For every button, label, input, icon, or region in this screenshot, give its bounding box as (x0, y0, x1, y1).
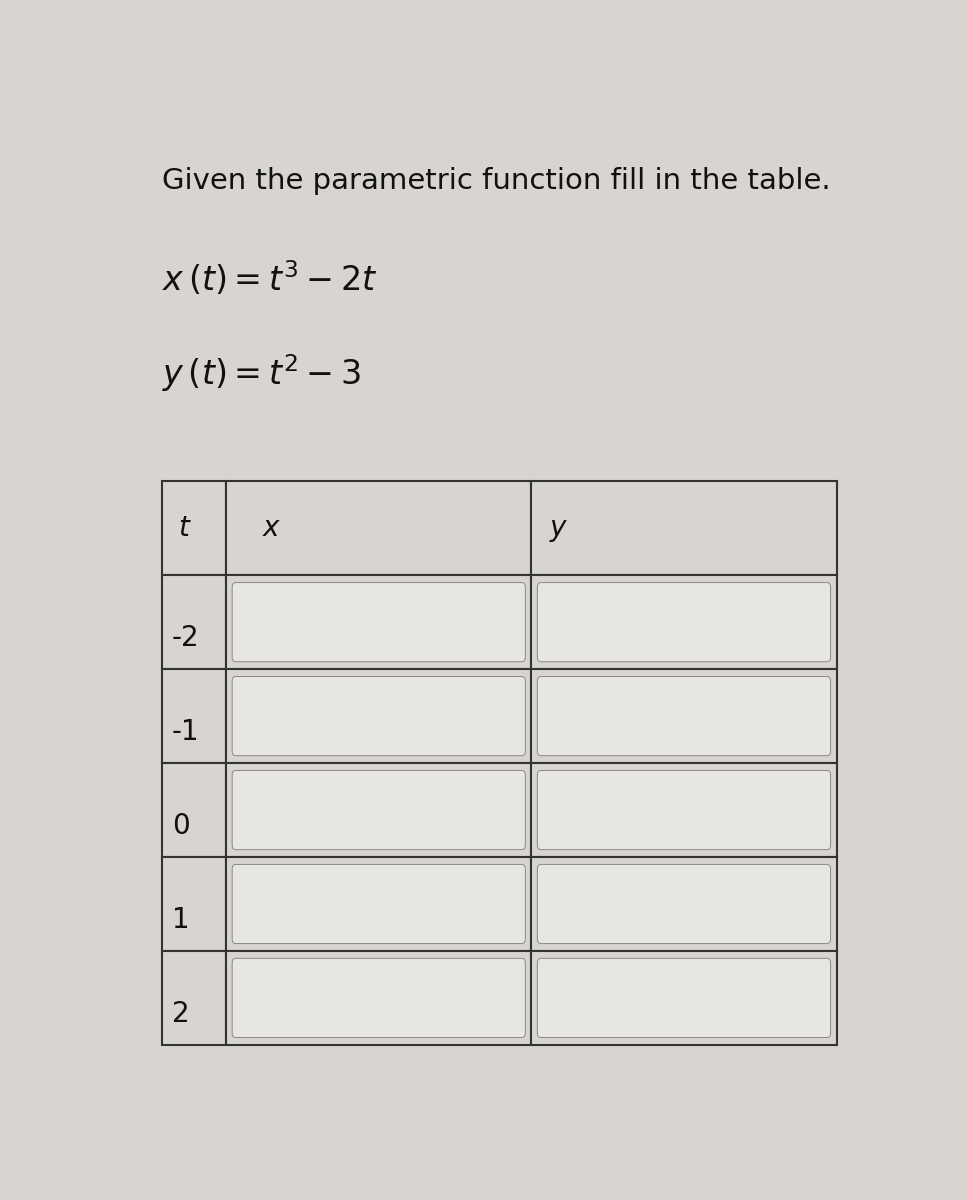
Text: -2: -2 (172, 624, 199, 653)
Bar (162, 763, 226, 857)
Bar (226, 575, 532, 670)
FancyBboxPatch shape (538, 770, 831, 850)
Bar (532, 857, 836, 950)
Bar (532, 670, 836, 763)
Text: Given the parametric function fill in the table.: Given the parametric function fill in th… (162, 167, 831, 196)
Bar (532, 950, 836, 1045)
Bar (226, 763, 532, 857)
FancyBboxPatch shape (538, 864, 831, 943)
FancyBboxPatch shape (232, 677, 525, 756)
FancyBboxPatch shape (538, 959, 831, 1038)
Text: y: y (549, 515, 566, 542)
Text: -1: -1 (172, 718, 199, 746)
Text: t: t (178, 515, 189, 542)
Bar (226, 857, 532, 950)
Text: $x\,(t) = t^3 - 2t$: $x\,(t) = t^3 - 2t$ (162, 259, 378, 299)
Bar (162, 857, 226, 950)
Bar (532, 575, 836, 670)
Text: $y\,(t) = t^2 - 3$: $y\,(t) = t^2 - 3$ (162, 352, 361, 394)
Bar (226, 670, 532, 763)
FancyBboxPatch shape (232, 959, 525, 1038)
Text: 2: 2 (172, 1000, 190, 1028)
Text: 1: 1 (172, 906, 190, 934)
FancyBboxPatch shape (538, 582, 831, 661)
Text: 0: 0 (172, 812, 190, 840)
Text: x: x (263, 515, 279, 542)
FancyBboxPatch shape (232, 770, 525, 850)
FancyBboxPatch shape (538, 677, 831, 756)
FancyBboxPatch shape (232, 582, 525, 661)
Bar (162, 670, 226, 763)
Bar (226, 481, 532, 575)
Bar (532, 481, 836, 575)
Bar (162, 950, 226, 1045)
Bar (162, 575, 226, 670)
Bar (226, 950, 532, 1045)
Bar (532, 763, 836, 857)
FancyBboxPatch shape (232, 864, 525, 943)
Bar (162, 481, 226, 575)
